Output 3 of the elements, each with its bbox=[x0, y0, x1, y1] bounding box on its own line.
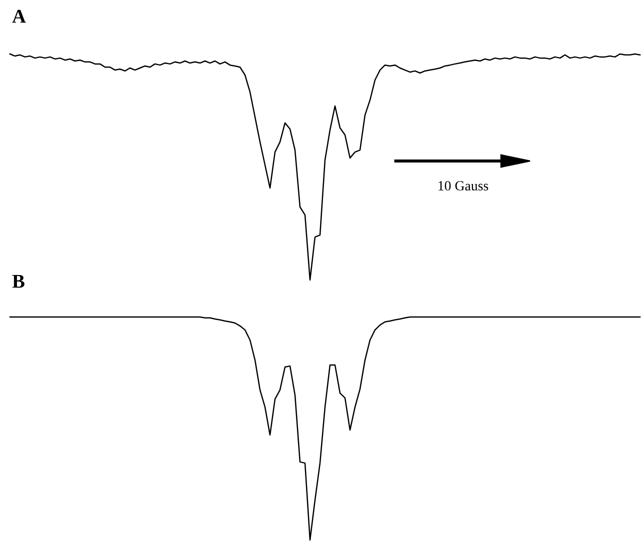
chart-title: B bbox=[12, 274, 24, 288]
annotation: 10 Gauss bbox=[438, 181, 488, 190]
chart-title: A bbox=[12, 10, 26, 23]
